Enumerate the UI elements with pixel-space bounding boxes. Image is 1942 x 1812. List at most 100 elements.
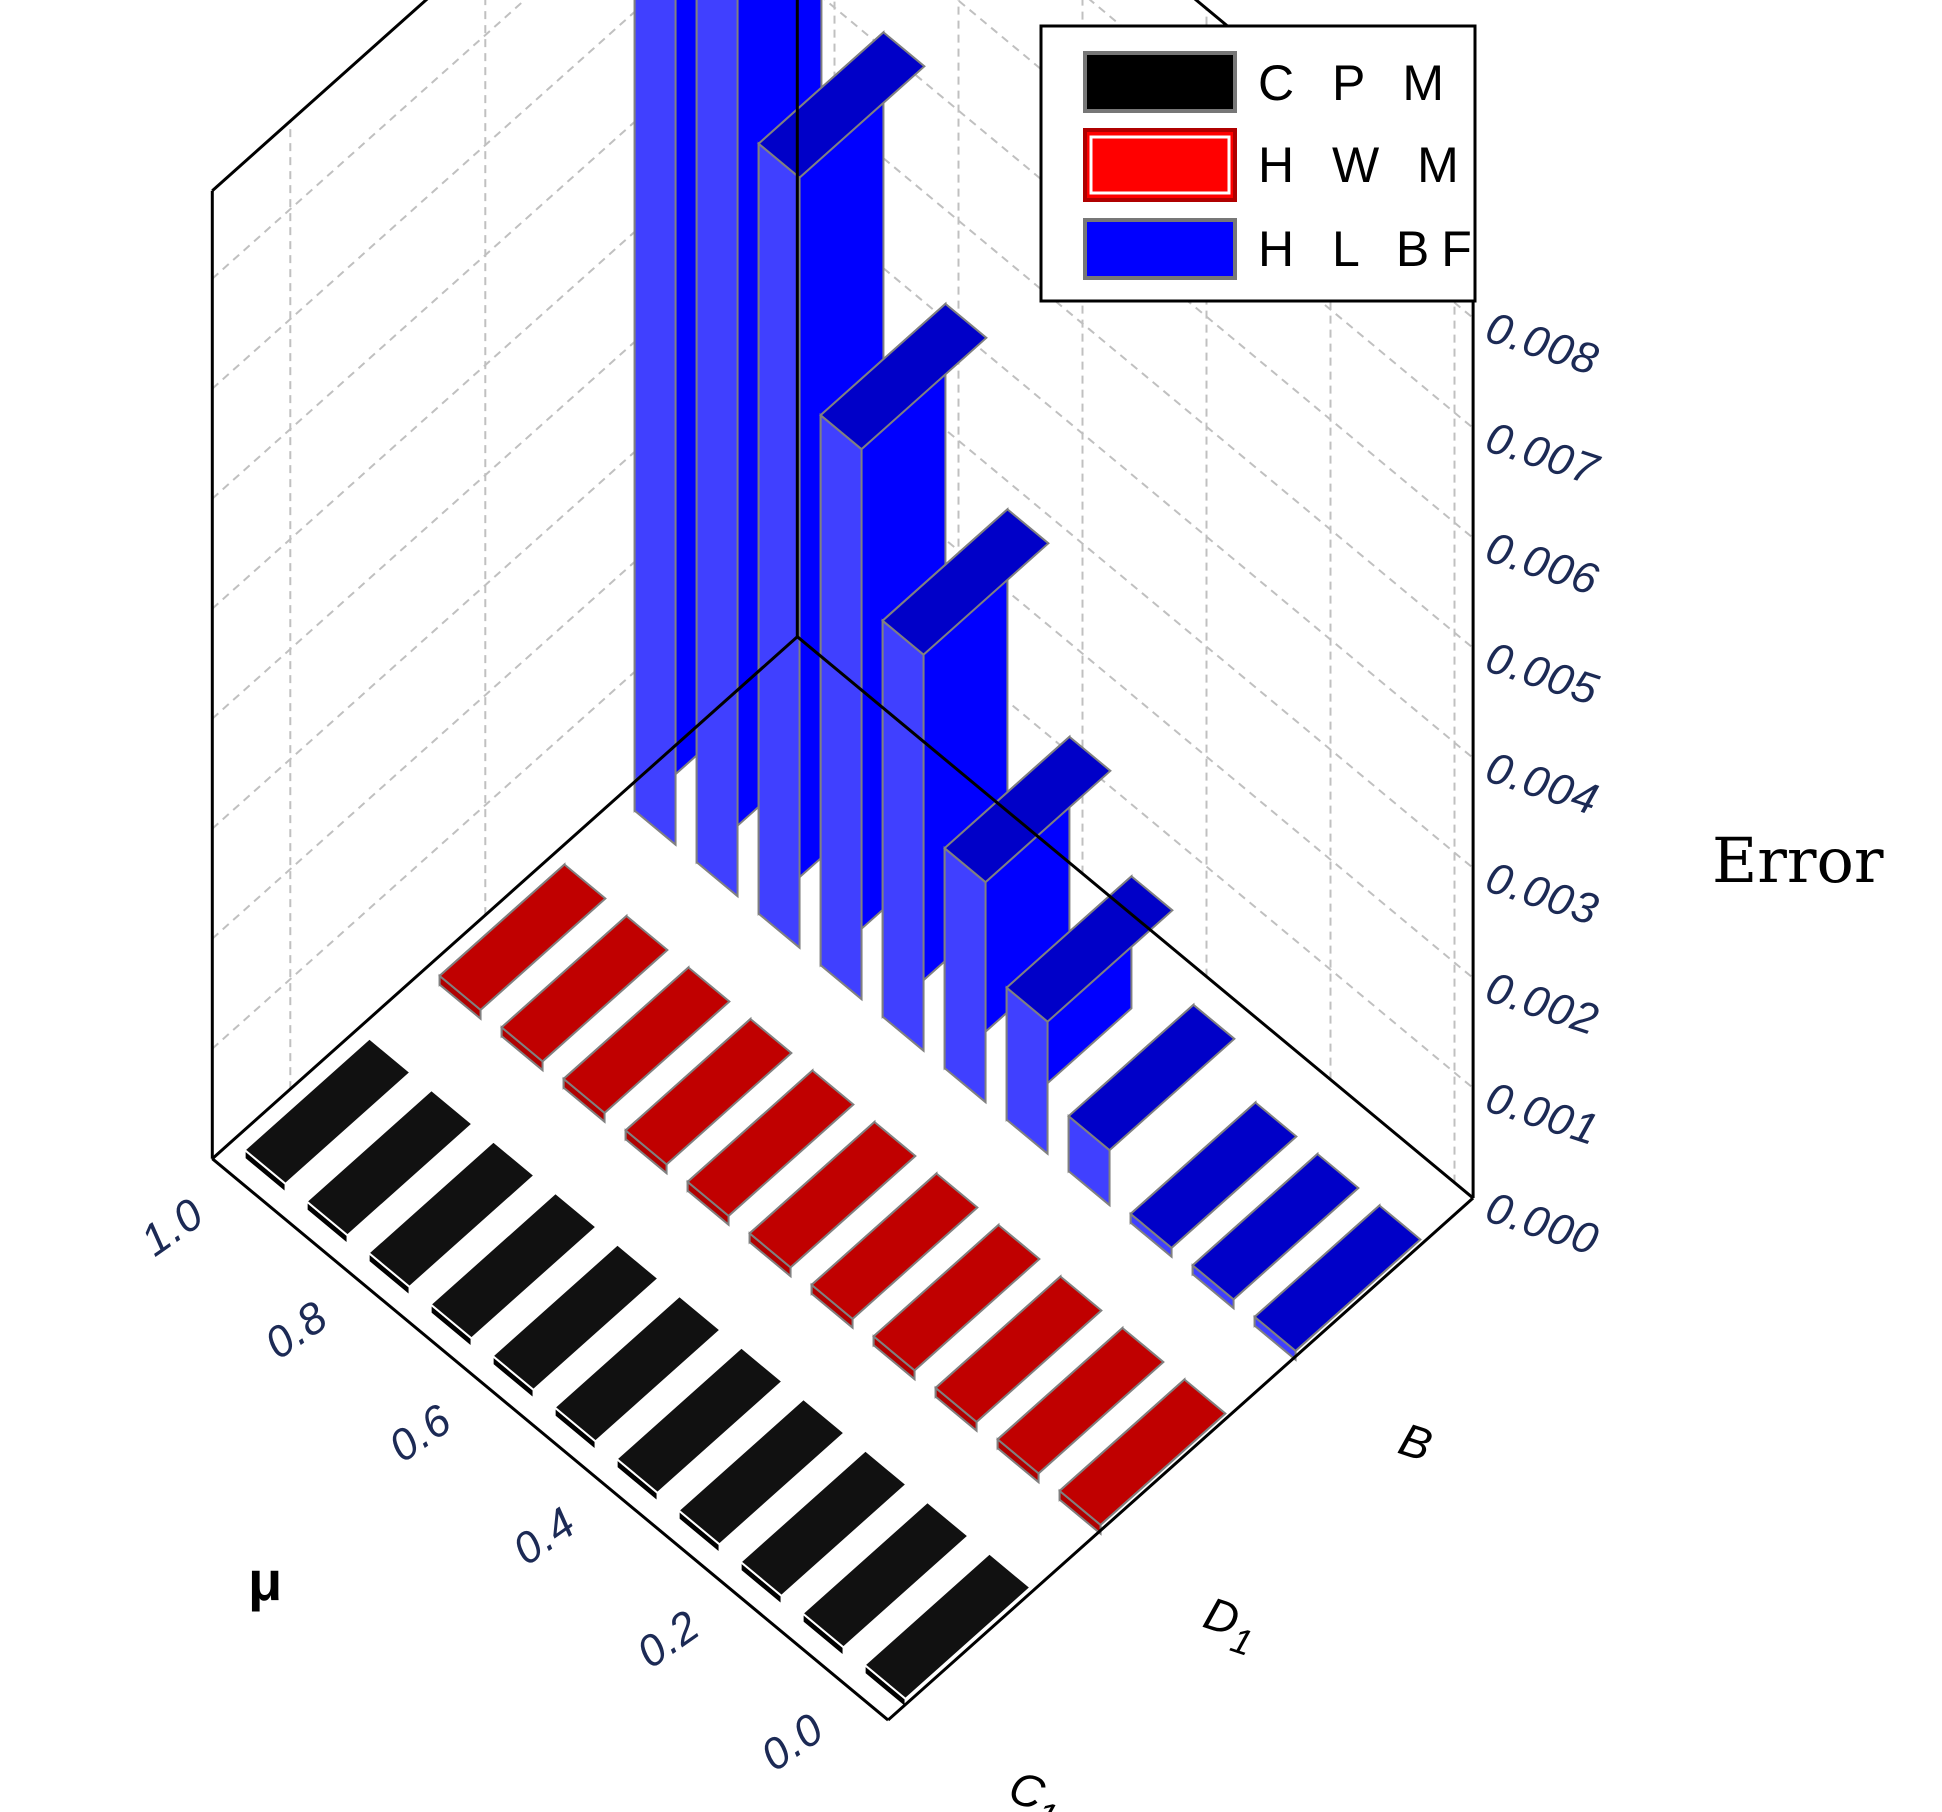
bar-face-top [757, 31, 926, 179]
bar-cpm-8 [367, 1139, 536, 1298]
bar-face-top [686, 1069, 855, 1218]
bar-face-top [810, 1172, 979, 1321]
bar-face-top [934, 1275, 1103, 1424]
x-tick-label: 1.0 [132, 1189, 213, 1266]
x-tick-label: 0.0 [752, 1704, 833, 1781]
bar-cpm-0 [863, 1551, 1032, 1710]
bar-face-top [243, 1037, 412, 1186]
x-tick-label: 0.8 [256, 1292, 337, 1369]
frame-floor-front [211, 1157, 890, 1722]
bar-face-top [943, 735, 1112, 884]
bar-face-top [624, 1017, 793, 1166]
legend-swatch-hwm [1083, 128, 1237, 202]
z-tick-label: 0.006 [1480, 523, 1605, 605]
bar-face-top [367, 1140, 536, 1289]
bar-hwm-9 [500, 913, 669, 1073]
bar-hwm-2 [934, 1274, 1103, 1433]
bar-face-front [695, 0, 739, 899]
bar-hlbf-2 [1129, 1100, 1298, 1259]
bar-face-top [305, 1088, 474, 1237]
z-tick-label: 0.000 [1480, 1183, 1605, 1265]
legend-label-hwm: H W M [1258, 137, 1471, 193]
bar-hlbf-3 [1067, 1002, 1236, 1208]
frame-floor-back-right [796, 635, 1475, 1200]
bar-face-top [1253, 1204, 1422, 1353]
legend-swatch-hlbf [1083, 218, 1237, 280]
frame-top-left [211, 0, 429, 192]
bar-face-top [1058, 1378, 1227, 1527]
x-axis-title: μ [248, 1549, 282, 1612]
bar-face-top [996, 1326, 1165, 1475]
bar-hwm-7 [624, 1016, 793, 1176]
bar-hwm-5 [748, 1119, 917, 1279]
bar-cpm-10 [243, 1036, 412, 1195]
z-tick-label: 0.007 [1480, 413, 1605, 495]
frame-floor-back-left [211, 635, 799, 1160]
bar-hwm-8 [562, 965, 731, 1124]
category-label-subscript: 1 [1031, 1793, 1063, 1812]
bar-face-top [615, 1346, 784, 1495]
category-label-subscript: 1 [1226, 1619, 1258, 1664]
bar-cpm-1 [801, 1499, 970, 1659]
bar-hwm-6 [686, 1068, 855, 1227]
bar-face-top [1191, 1152, 1360, 1301]
bar-hwm-3 [872, 1222, 1041, 1382]
x-tick-label: 0.4 [504, 1498, 585, 1575]
legend-swatch-cpm [1083, 51, 1237, 113]
bar-face-top [801, 1500, 970, 1649]
bar-face-top [819, 302, 988, 451]
bar-hwm-4 [810, 1171, 979, 1330]
bar-cpm-6 [491, 1242, 660, 1401]
bar-face-top [881, 508, 1050, 656]
bar-cpm-4 [615, 1345, 784, 1504]
z-tick-label: 0.001 [1480, 1073, 1605, 1155]
z-tick-label: 0.004 [1480, 743, 1605, 825]
x-tick-label: 0.6 [380, 1395, 461, 1472]
bar-face-front [633, 0, 677, 847]
bar-cpm-2 [739, 1448, 908, 1607]
bar-hlbf-1 [1191, 1151, 1360, 1311]
bar-face-top [429, 1191, 598, 1340]
bar-face-top [500, 914, 669, 1063]
bar-face-top [677, 1397, 846, 1546]
bar-face-top [739, 1449, 908, 1598]
bar-hlbf-0 [1253, 1203, 1422, 1362]
category-label: D1 [1194, 1587, 1264, 1664]
bar-face-top [562, 966, 731, 1115]
chart-bars [243, 0, 1422, 1710]
legend-label-hlbf: H L BF [1258, 221, 1484, 277]
z-axis-title: Error [1712, 824, 1884, 897]
bar-face-front [757, 141, 801, 950]
bar-face-top [863, 1552, 1032, 1701]
bar-face-top [553, 1294, 722, 1443]
chart-frame [210, 0, 1475, 1722]
bar-hwm-1 [996, 1325, 1165, 1485]
category-label: C1 [999, 1761, 1069, 1812]
bar-face-top [748, 1120, 917, 1269]
bar-cpm-7 [429, 1190, 598, 1350]
bar-hwm-0 [1058, 1377, 1227, 1536]
z-tick-label: 0.008 [1480, 303, 1605, 385]
z-tick-label: 0.005 [1480, 633, 1605, 715]
frame-floor-right [887, 1196, 1475, 1722]
x-tick-label: 0.2 [628, 1601, 709, 1678]
bar-face-top [491, 1243, 660, 1392]
bar-cpm-9 [305, 1087, 474, 1247]
legend-swatch-hwm-inner [1089, 135, 1231, 195]
legend: C P M H W M H L BF [1039, 24, 1484, 303]
bar-face-top [438, 863, 607, 1012]
legend-label-cpm: C P M [1258, 55, 1456, 111]
category-label: B [1393, 1413, 1438, 1472]
bar-face-front [881, 618, 925, 1053]
bar-face-front [943, 846, 987, 1105]
bar-face-top [1067, 1003, 1236, 1152]
z-tick-label: 0.002 [1480, 963, 1605, 1045]
bar-cpm-3 [677, 1396, 846, 1556]
bar-hwm-10 [438, 862, 607, 1021]
bar-face-top [872, 1223, 1041, 1372]
z-tick-label: 0.003 [1480, 853, 1605, 935]
bar-face-front [819, 413, 863, 1002]
bar-face-top [1129, 1101, 1298, 1250]
